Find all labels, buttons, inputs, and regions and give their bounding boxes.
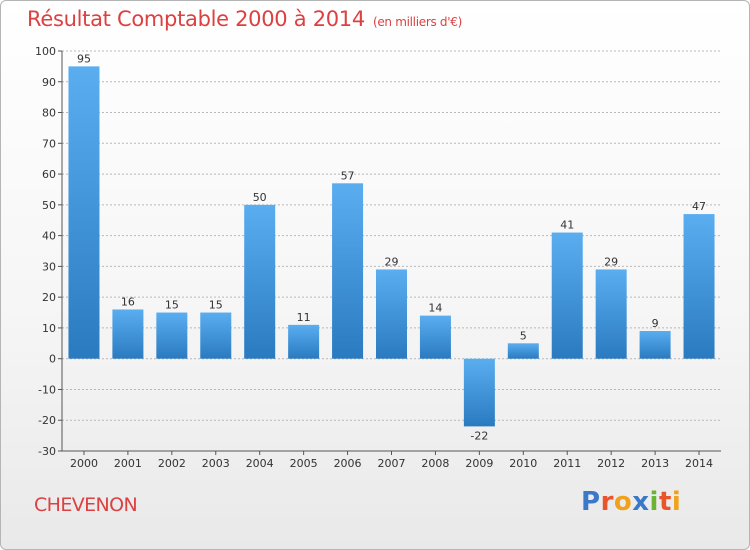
- value-label: 15: [165, 299, 179, 312]
- x-tick-label: 2007: [378, 457, 406, 470]
- logo-letter: x: [632, 487, 650, 517]
- bars: [68, 66, 715, 427]
- bar-2008: [419, 315, 451, 359]
- value-labels: 95 16 15 15 50 11 57 29 14 -22 5 41 29 9 47: [77, 52, 706, 442]
- chart-subtitle: (en milliers d'€): [372, 15, 462, 29]
- logo-letter: t: [658, 487, 672, 517]
- value-label: 16: [121, 295, 135, 308]
- bar-2012: [595, 269, 627, 359]
- x-tick-label: 2014: [685, 457, 713, 470]
- commune-name: CHEVENON: [34, 494, 138, 516]
- value-label: 57: [341, 169, 355, 182]
- value-label: 41: [560, 219, 574, 232]
- logo-letter: P: [581, 487, 601, 517]
- x-tick-label: 2004: [246, 457, 274, 470]
- y-tick-label: 80: [42, 107, 56, 120]
- logo-letter: o: [613, 487, 633, 517]
- value-label: 29: [604, 255, 618, 268]
- x-tick-label: 2013: [641, 457, 669, 470]
- value-label: 47: [692, 200, 706, 213]
- value-label: 11: [297, 311, 311, 324]
- y-tick-label: -20: [38, 414, 56, 427]
- y-tick-label: 10: [42, 322, 56, 335]
- bar-2007: [376, 269, 407, 359]
- bar-2001: [112, 309, 144, 359]
- x-tick-label: 2011: [553, 457, 581, 470]
- value-label: 50: [253, 191, 267, 204]
- value-label: 15: [209, 299, 223, 312]
- bar-2006: [332, 183, 364, 359]
- logo-letter: r: [600, 487, 614, 517]
- value-label: 14: [428, 302, 442, 315]
- bar-2010: [507, 343, 539, 359]
- value-label: -22: [470, 429, 488, 442]
- title-text: Résultat Comptable 2000 à 2014: [27, 7, 365, 31]
- bar-2000: [68, 66, 100, 359]
- bar-2014: [683, 214, 715, 359]
- x-tick-label: 2012: [597, 457, 625, 470]
- x-tick-label: 2008: [421, 457, 449, 470]
- x-tick-label: 2006: [334, 457, 362, 470]
- bar-2011: [551, 232, 583, 359]
- value-label: 5: [520, 329, 527, 342]
- x-tick-label: 2003: [202, 457, 230, 470]
- value-label: 9: [652, 317, 659, 330]
- y-tick-label: 0: [49, 353, 56, 366]
- bar-2009: [463, 358, 495, 427]
- x-tick-label: 2010: [509, 457, 537, 470]
- bar-2013: [639, 331, 671, 359]
- logo-letter: i: [671, 487, 682, 517]
- y-tick-label: 60: [42, 168, 56, 181]
- y-tick-label: -10: [38, 383, 56, 396]
- y-tick-label: 70: [42, 137, 56, 150]
- chart-title: Résultat Comptable 2000 à 2014 (en millie…: [27, 7, 462, 31]
- logo-letter: i: [649, 487, 659, 517]
- bar-2004: [244, 204, 276, 359]
- bar-2005: [288, 324, 320, 359]
- bar-2002: [156, 312, 188, 359]
- value-label: 95: [77, 52, 91, 65]
- y-tick-label: -30: [38, 445, 56, 458]
- y-tick-label: 90: [42, 76, 56, 89]
- grid-lines: [62, 50, 721, 452]
- x-tick-label: 2005: [290, 457, 318, 470]
- x-tick-label: 2009: [465, 457, 493, 470]
- axes: -30 -20 -10 0 10 20 30 40 50 60 70 80 90 100 2000 2001 2…: [35, 45, 721, 470]
- y-tick-label: 50: [42, 199, 56, 212]
- y-tick-label: 40: [42, 230, 56, 243]
- value-label: 29: [385, 255, 399, 268]
- x-tick-label: 2001: [114, 457, 142, 470]
- bar-2003: [200, 312, 232, 359]
- y-tick-label: 100: [35, 45, 56, 58]
- x-tick-label: 2002: [158, 457, 186, 470]
- proxiti-logo[interactable]: Proxiti: [581, 487, 681, 517]
- y-tick-label: 30: [42, 260, 56, 273]
- x-tick-label: 2000: [70, 457, 98, 470]
- y-tick-label: 20: [42, 291, 56, 304]
